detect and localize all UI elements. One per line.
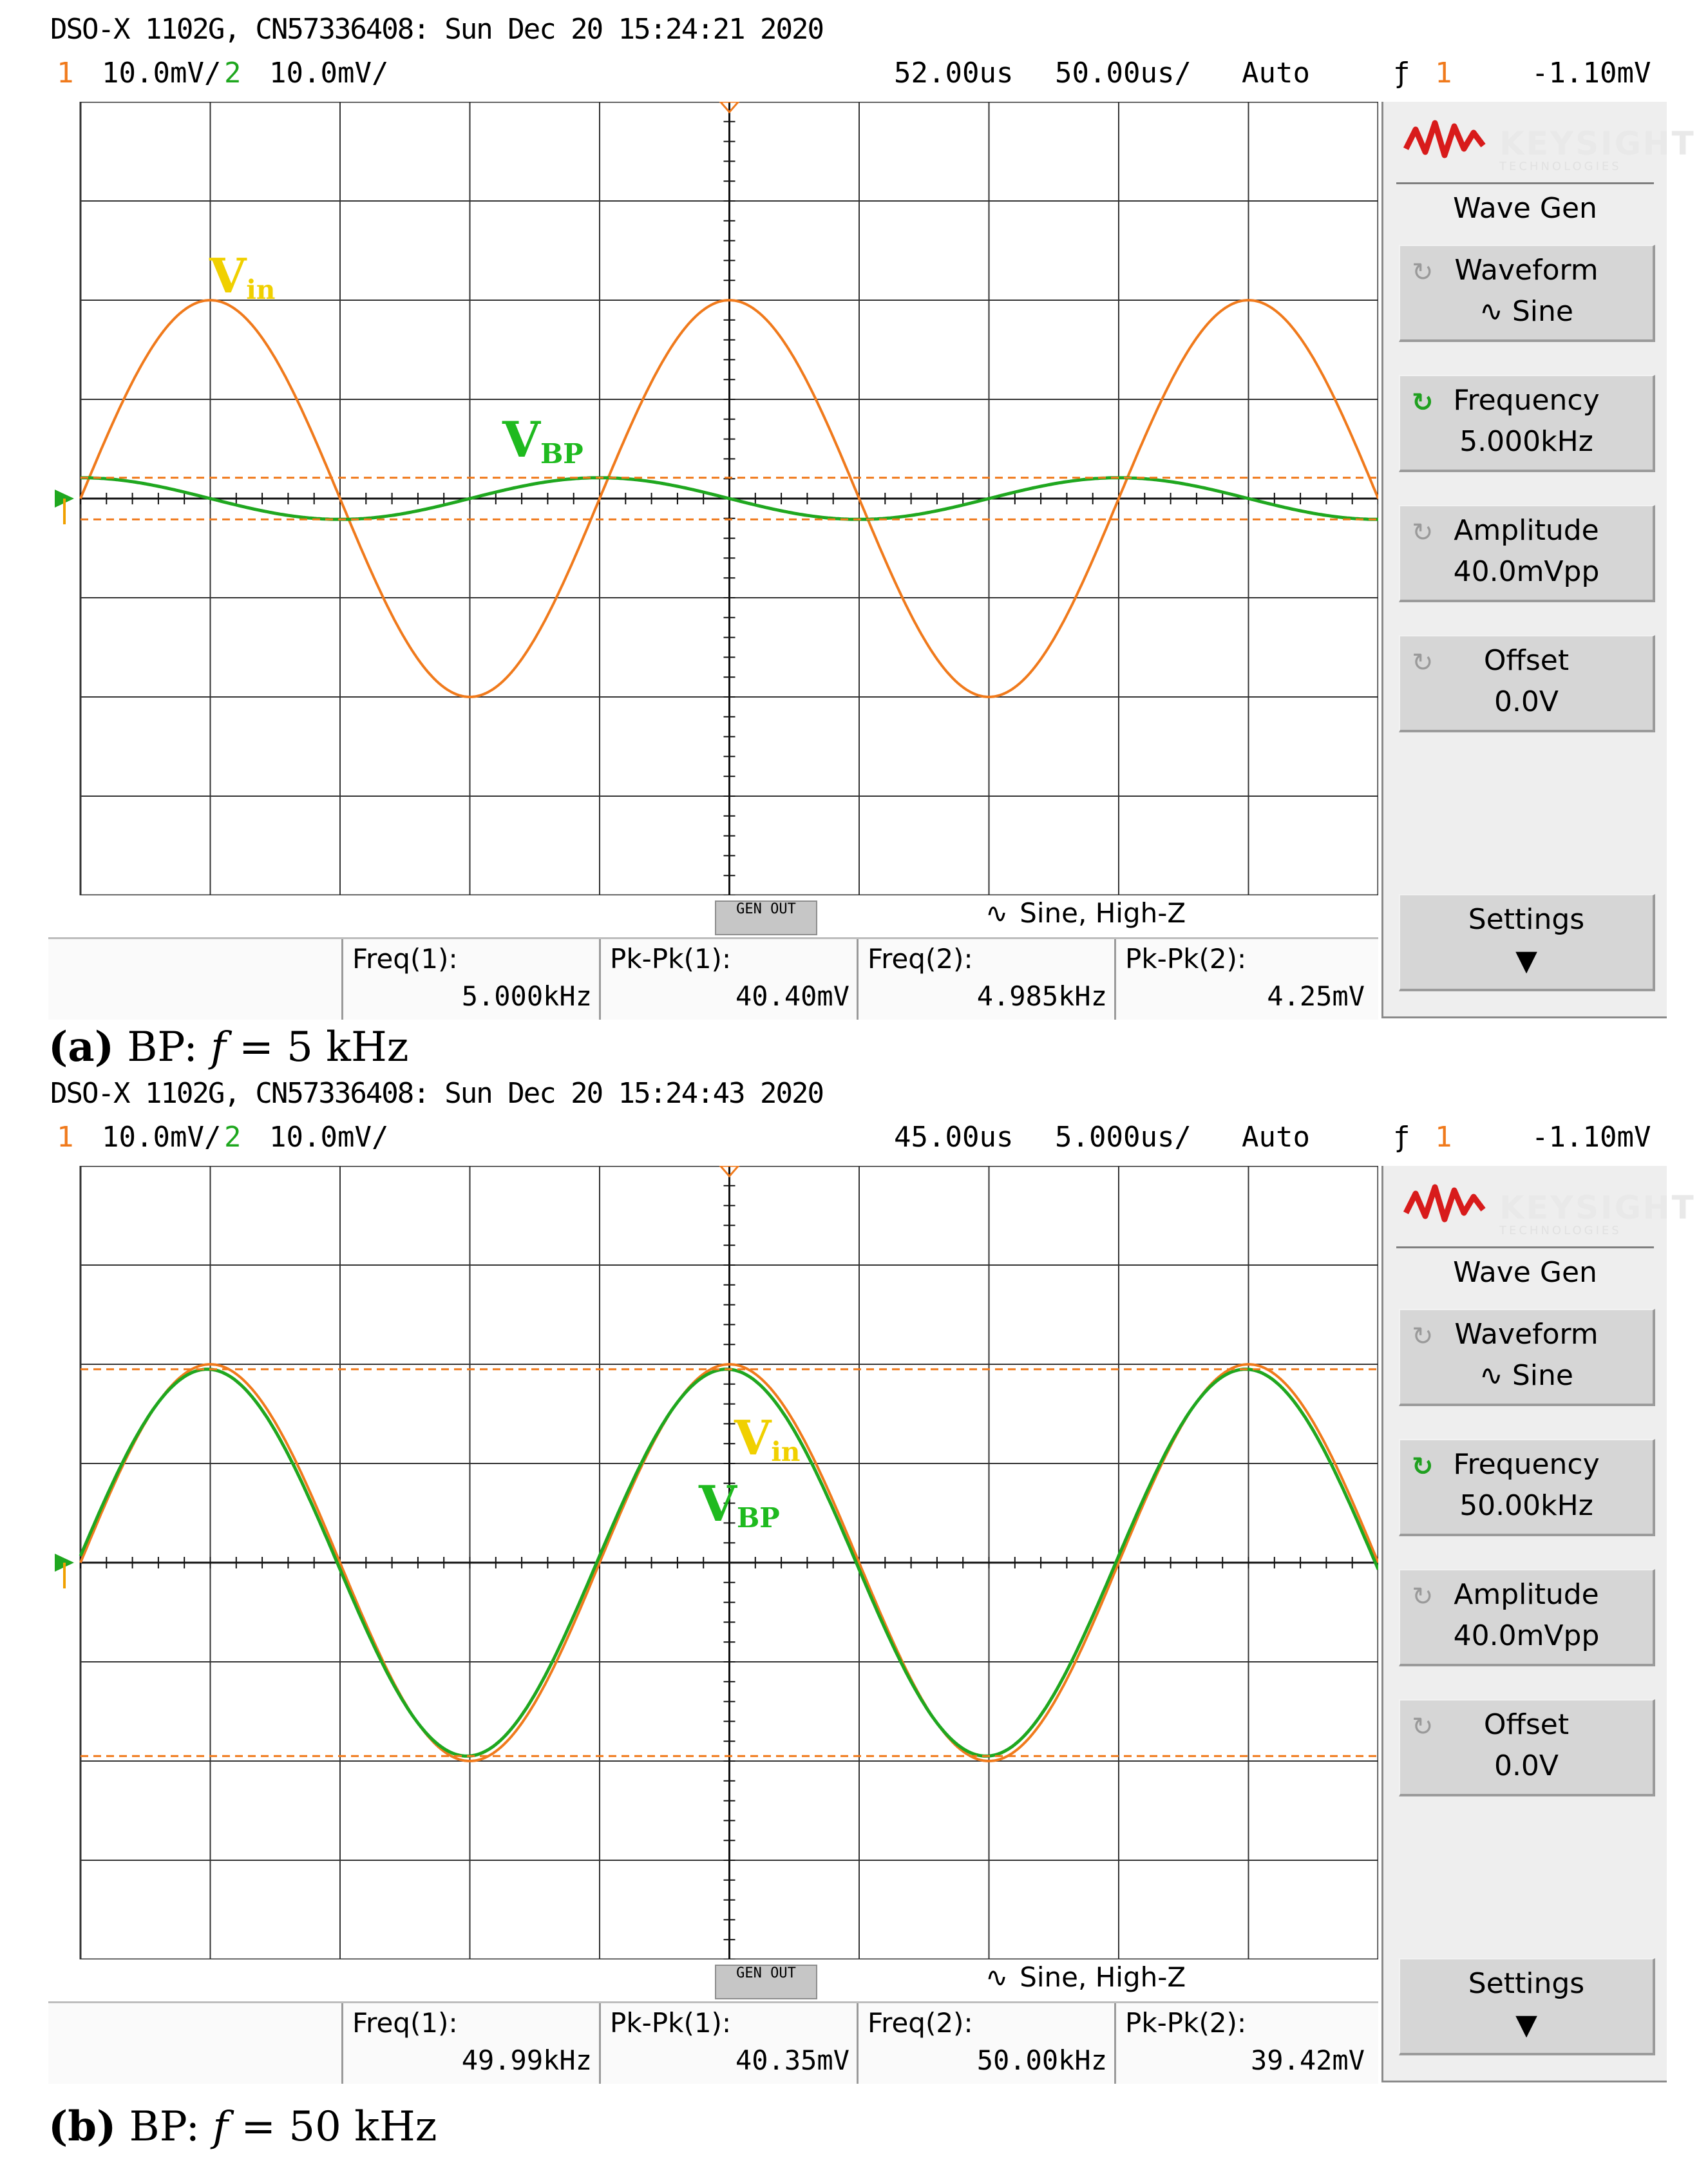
keysight-logo: KEYSIGHT TECHNOLOGIES (1403, 113, 1694, 173)
menu-title: Wave Gen (1453, 1256, 1597, 1289)
keysight-wave-icon (1403, 1184, 1486, 1223)
sine-wave-icon: ∿ (1479, 1359, 1512, 1392)
rotate-knob-active-icon: ↻ (1412, 1452, 1434, 1481)
amplitude-softkey[interactable]: ↻ Amplitude 40.0mVpp (1399, 505, 1655, 602)
rotate-knob-icon: ↻ (1412, 648, 1434, 678)
rotate-knob-icon: ↻ (1412, 1582, 1434, 1612)
scope-header: DSO-X 1102G, CN57336408: Sun Dec 20 15:2… (50, 1077, 824, 1110)
rotate-knob-active-icon: ↻ (1412, 388, 1434, 417)
ch2-scale[interactable]: 10.0mV/ (269, 1121, 389, 1154)
rotate-knob-icon: ↻ (1412, 1712, 1434, 1742)
meas-pkpk-1[interactable]: Pk-Pk(1): 40.40mV (599, 939, 859, 1020)
ch1-scale[interactable]: 10.0mV/ (102, 1121, 222, 1154)
status-row: 1 10.0mV/ 2 10.0mV/ 45.00us 5.000us/ Aut… (50, 1121, 1667, 1166)
figure-caption-a: (a) BP: f = 5 kHz (48, 1023, 409, 1071)
meas-pkpk-2[interactable]: Pk-Pk(2): 39.42mV (1114, 2003, 1374, 2084)
rotate-knob-icon: ↻ (1412, 518, 1434, 548)
sine-wave-icon: ∿ (1479, 295, 1512, 328)
gen-info: ∿ Sine, High-Z (985, 897, 1186, 929)
time-offset[interactable]: 45.00us (894, 1121, 1014, 1154)
waveform-softkey[interactable]: ↻ Waveform ∿ Sine (1399, 1309, 1655, 1406)
vbp-trace (81, 476, 1378, 521)
meas-freq-1[interactable]: Freq(1): 49.99kHz (341, 2003, 601, 2084)
waveform-softkey[interactable]: ↻ Waveform ∿ Sine (1399, 245, 1655, 342)
menu-title: Wave Gen (1453, 192, 1597, 225)
trigger-edge-icon: ƒ (1393, 57, 1410, 90)
vin-annotation: Vin (209, 249, 276, 306)
sine-wave-icon: ∿ (985, 897, 1009, 929)
vin-annotation: Vin (734, 1411, 801, 1468)
offset-softkey[interactable]: ↻ Offset 0.0V (1399, 635, 1655, 732)
ch2-number[interactable]: 2 (224, 1121, 242, 1154)
ch2-scale[interactable]: 10.0mV/ (269, 57, 389, 90)
gen-info: ∿ Sine, High-Z (985, 1961, 1186, 1993)
rotate-knob-icon: ↻ (1412, 1322, 1434, 1351)
wave-gen-menu: KEYSIGHT TECHNOLOGIES Wave Gen ↻ Wavefor… (1381, 102, 1694, 1018)
ch1-scale[interactable]: 10.0mV/ (102, 57, 222, 90)
time-offset[interactable]: 52.00us (894, 57, 1014, 90)
meas-freq-2[interactable]: Freq(2): 50.00kHz (857, 2003, 1116, 2084)
keysight-wave-icon (1403, 120, 1486, 158)
frequency-softkey[interactable]: ↻ Frequency 50.00kHz (1399, 1439, 1655, 1536)
down-arrow-icon: ▼ (1515, 2008, 1537, 2041)
trigger-mode[interactable]: Auto (1242, 1121, 1310, 1154)
trigger-source[interactable]: 1 (1435, 57, 1452, 90)
rotate-knob-icon: ↻ (1412, 258, 1434, 287)
settings-softkey[interactable]: Settings ▼ (1399, 894, 1655, 991)
scope-panel-b: DSO-X 1102G, CN57336408: Sun Dec 20 15:2… (0, 1064, 1708, 2151)
menu-divider (1396, 182, 1654, 184)
meas-pkpk-2[interactable]: Pk-Pk(2): 4.25mV (1114, 939, 1374, 1020)
meas-freq-1[interactable]: Freq(1): 5.000kHz (341, 939, 601, 1020)
time-scale[interactable]: 5.000us/ (1055, 1121, 1191, 1154)
amplitude-softkey[interactable]: ↻ Amplitude 40.0mVpp (1399, 1569, 1655, 1666)
trigger-position-marker (719, 102, 740, 114)
waveform-plot (48, 102, 1378, 895)
ch1-number[interactable]: 1 (57, 57, 74, 90)
settings-softkey[interactable]: Settings ▼ (1399, 1958, 1655, 2055)
menu-divider (1396, 1246, 1654, 1248)
offset-softkey[interactable]: ↻ Offset 0.0V (1399, 1699, 1655, 1796)
gen-out-indicator: GEN OUT (715, 900, 817, 935)
down-arrow-icon: ▼ (1515, 944, 1537, 977)
measurement-bar: Freq(1): 49.99kHz Pk-Pk(1): 40.35mV Freq(2… (48, 2001, 1378, 2084)
measurement-bar: Freq(1): 5.000kHz Pk-Pk(1): 40.40mV Freq(2… (48, 937, 1378, 1020)
status-row: 1 10.0mV/ 2 10.0mV/ 52.00us 50.00us/ Aut… (50, 57, 1667, 102)
figure-caption-b: (b) BP: f = 50 kHz (48, 2102, 437, 2151)
wave-gen-menu: KEYSIGHT TECHNOLOGIES Wave Gen ↻ Wavefor… (1381, 1166, 1694, 2082)
trigger-level[interactable]: -1.10mV (1532, 1121, 1651, 1154)
vbp-annotation: VBP (699, 1475, 780, 1534)
keysight-logo: KEYSIGHT TECHNOLOGIES (1403, 1177, 1694, 1237)
waveform-screen[interactable]: Vin VBP (48, 1166, 1378, 1959)
trigger-edge-icon: ƒ (1393, 1121, 1410, 1154)
waveform-plot (48, 1166, 1378, 1959)
vbp-annotation: VBP (502, 411, 584, 470)
sine-wave-icon: ∿ (985, 1961, 1009, 1993)
frequency-softkey[interactable]: ↻ Frequency 5.000kHz (1399, 375, 1655, 472)
trigger-source[interactable]: 1 (1435, 1121, 1452, 1154)
meas-freq-2[interactable]: Freq(2): 4.985kHz (857, 939, 1116, 1020)
gen-out-indicator: GEN OUT (715, 1965, 817, 1999)
ch1-number[interactable]: 1 (57, 1121, 74, 1154)
scope-panel-a: DSO-X 1102G, CN57336408: Sun Dec 20 15:2… (0, 0, 1708, 1071)
time-scale[interactable]: 50.00us/ (1055, 57, 1191, 90)
trigger-level[interactable]: -1.10mV (1532, 57, 1651, 90)
vin-trace (79, 298, 1378, 699)
meas-pkpk-1[interactable]: Pk-Pk(1): 40.35mV (599, 2003, 859, 2084)
trigger-position-marker (719, 1166, 740, 1178)
scope-header: DSO-X 1102G, CN57336408: Sun Dec 20 15:2… (50, 13, 824, 46)
ch2-number[interactable]: 2 (224, 57, 242, 90)
waveform-screen[interactable]: Vin VBP (48, 102, 1378, 895)
trigger-mode[interactable]: Auto (1242, 57, 1310, 90)
